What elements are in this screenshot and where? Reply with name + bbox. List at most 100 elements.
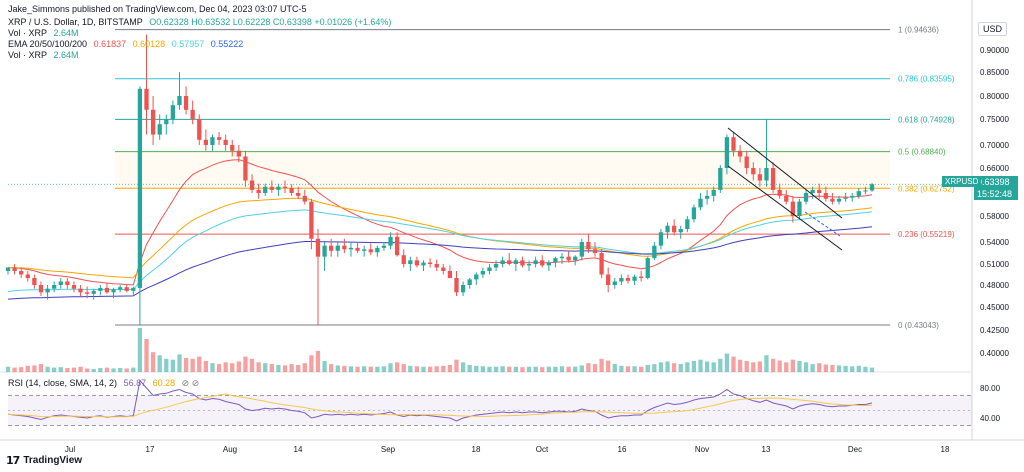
candle-body (236, 150, 241, 157)
volume-bar (691, 361, 697, 372)
candle-body (770, 168, 776, 190)
candle-body (606, 274, 611, 285)
time-tick-label: Aug (223, 445, 237, 454)
volume-bar (236, 361, 241, 372)
candle-body (652, 245, 657, 259)
price-tick-label: 0.66000 (980, 164, 1009, 173)
candle-body (263, 186, 268, 193)
fib-label: 0.236 (0.55219) (898, 230, 955, 239)
volume-bar (197, 356, 202, 372)
candle-body (131, 287, 136, 291)
ohlc-values: O0.62328 H0.63532 L0.62228 C0.63398 +0.0… (149, 17, 392, 27)
candle-body (368, 249, 373, 253)
volume-bar (309, 355, 314, 372)
volume-bar (329, 364, 334, 372)
volume-bar (355, 366, 360, 372)
legend-rsi: RSI (14, close, SMA, 14, 2) 56.87 60.28 … (8, 378, 203, 389)
legend-ema: EMA 20/50/100/200 0.61837 0.60128 0.5795… (8, 39, 247, 50)
volume-bar (434, 366, 439, 372)
fib-label: 0.786 (0.83595) (898, 75, 955, 84)
volume-bar (5, 366, 11, 372)
price-axis: 0.90000 0.85000 0.80000 0.75000 0.70000 0.660… (980, 46, 1009, 423)
volume-bar (619, 365, 624, 372)
candle-body (289, 188, 294, 193)
visibility-icon[interactable]: ⊘ ⊘ (181, 378, 200, 388)
candle-body (566, 256, 571, 261)
candle-body (104, 287, 110, 293)
volume-bar (579, 365, 584, 372)
candle-body (401, 255, 406, 264)
fib-label: 0.5 (0.68840) (898, 148, 946, 157)
candle-body (830, 198, 835, 202)
currency-selector[interactable]: USD (978, 22, 1008, 36)
volume-bar (342, 365, 347, 372)
volume-bar (810, 364, 815, 372)
time-tick-label: Dec (848, 445, 862, 454)
volume-bar (71, 367, 77, 372)
volume-bar (104, 367, 110, 372)
candle-body (296, 193, 301, 196)
volume-bar (282, 365, 288, 372)
channel-lower (727, 165, 843, 251)
volume-bar (757, 361, 763, 372)
candle-body (810, 189, 815, 193)
volume-bar (421, 366, 426, 372)
candle-body (144, 88, 149, 110)
candle-body (394, 236, 400, 256)
ema-label: EMA 20/50/100/200 (8, 39, 88, 49)
volume-bar (474, 365, 479, 372)
volume-bar (157, 355, 162, 372)
volume-bar (665, 361, 670, 372)
candle-body (526, 264, 532, 266)
publisher-info: Jake_Simmons published on TradingView.co… (8, 4, 307, 14)
volume-bar (836, 365, 842, 372)
volume-bar (652, 364, 657, 372)
volume-bar (164, 358, 169, 372)
candle-body (671, 225, 677, 233)
candlesticks (5, 34, 875, 326)
ema-200-line (7, 226, 873, 300)
volume-bar (302, 363, 307, 372)
volume-bar (137, 328, 143, 372)
candle-body (408, 260, 413, 264)
legend-volume-2: Vol · XRP 2.64M (8, 50, 83, 61)
volume-bar (12, 367, 17, 372)
volume-bar (764, 355, 769, 372)
candle-body (309, 201, 314, 239)
ema-50-line (7, 197, 873, 279)
volume-bar (803, 362, 809, 372)
rsi-tick-label: 80.00 (980, 384, 1001, 393)
candle-body (282, 186, 288, 188)
volume-bar (770, 358, 776, 372)
volume-bar (58, 367, 63, 372)
candle-body (573, 256, 578, 261)
candle-body (414, 260, 420, 266)
volume-bar (150, 352, 156, 372)
volume-bar (170, 359, 176, 372)
volume-bar (553, 366, 558, 372)
volume-bar (368, 366, 373, 372)
volume-bar (427, 366, 433, 372)
candle-body (302, 195, 307, 202)
volume-bar (25, 365, 30, 372)
legend-symbol: XRP / U.S. Dollar, 1D, BITSTAMP O0.62328… (8, 17, 395, 28)
candle-body (210, 137, 215, 145)
volume-bar (460, 362, 466, 372)
candle-body (25, 274, 30, 278)
volume-bar (533, 366, 538, 372)
candle-body (117, 287, 123, 290)
volume-bar (704, 361, 710, 372)
fibonacci-retracement: 1 (0.94636) 0.786 (0.83595) 0.618 (0.74928… (115, 26, 955, 330)
volume-bar (117, 368, 123, 372)
time-tick-label: Oct (536, 445, 549, 454)
volume-bar (546, 366, 551, 372)
rsi-line (7, 379, 873, 422)
tradingview-logo[interactable]: 𝟭𝟳 TradingView (6, 454, 82, 467)
volume-bar (744, 361, 749, 372)
volume-bar (658, 362, 664, 372)
candle-body (678, 229, 683, 233)
candle-body (427, 262, 433, 264)
volume-bar (362, 366, 367, 372)
volume-bar (98, 368, 103, 372)
